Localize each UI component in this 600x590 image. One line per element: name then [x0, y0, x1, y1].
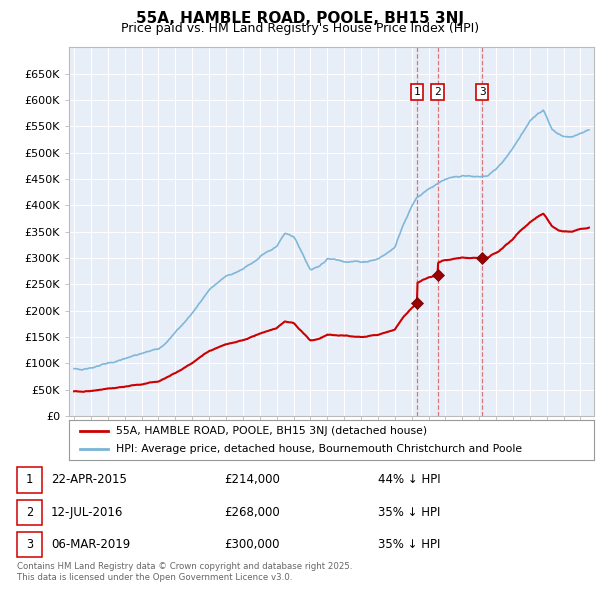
Text: 06-MAR-2019: 06-MAR-2019: [51, 538, 130, 551]
Text: 55A, HAMBLE ROAD, POOLE, BH15 3NJ: 55A, HAMBLE ROAD, POOLE, BH15 3NJ: [136, 11, 464, 25]
Text: 3: 3: [479, 87, 485, 97]
Text: 3: 3: [26, 538, 33, 551]
Text: 1: 1: [26, 473, 33, 486]
Text: £268,000: £268,000: [224, 506, 280, 519]
Text: 1: 1: [413, 87, 420, 97]
Text: 12-JUL-2016: 12-JUL-2016: [51, 506, 124, 519]
Text: 44% ↓ HPI: 44% ↓ HPI: [378, 473, 440, 486]
Text: 2: 2: [434, 87, 441, 97]
Text: HPI: Average price, detached house, Bournemouth Christchurch and Poole: HPI: Average price, detached house, Bour…: [116, 444, 523, 454]
Text: 35% ↓ HPI: 35% ↓ HPI: [378, 506, 440, 519]
Text: Price paid vs. HM Land Registry's House Price Index (HPI): Price paid vs. HM Land Registry's House …: [121, 22, 479, 35]
Text: 55A, HAMBLE ROAD, POOLE, BH15 3NJ (detached house): 55A, HAMBLE ROAD, POOLE, BH15 3NJ (detac…: [116, 426, 427, 436]
Text: £214,000: £214,000: [224, 473, 280, 486]
Text: 35% ↓ HPI: 35% ↓ HPI: [378, 538, 440, 551]
Text: 22-APR-2015: 22-APR-2015: [51, 473, 127, 486]
Text: £300,000: £300,000: [224, 538, 280, 551]
Text: Contains HM Land Registry data © Crown copyright and database right 2025.
This d: Contains HM Land Registry data © Crown c…: [17, 562, 352, 582]
Text: 2: 2: [26, 506, 33, 519]
